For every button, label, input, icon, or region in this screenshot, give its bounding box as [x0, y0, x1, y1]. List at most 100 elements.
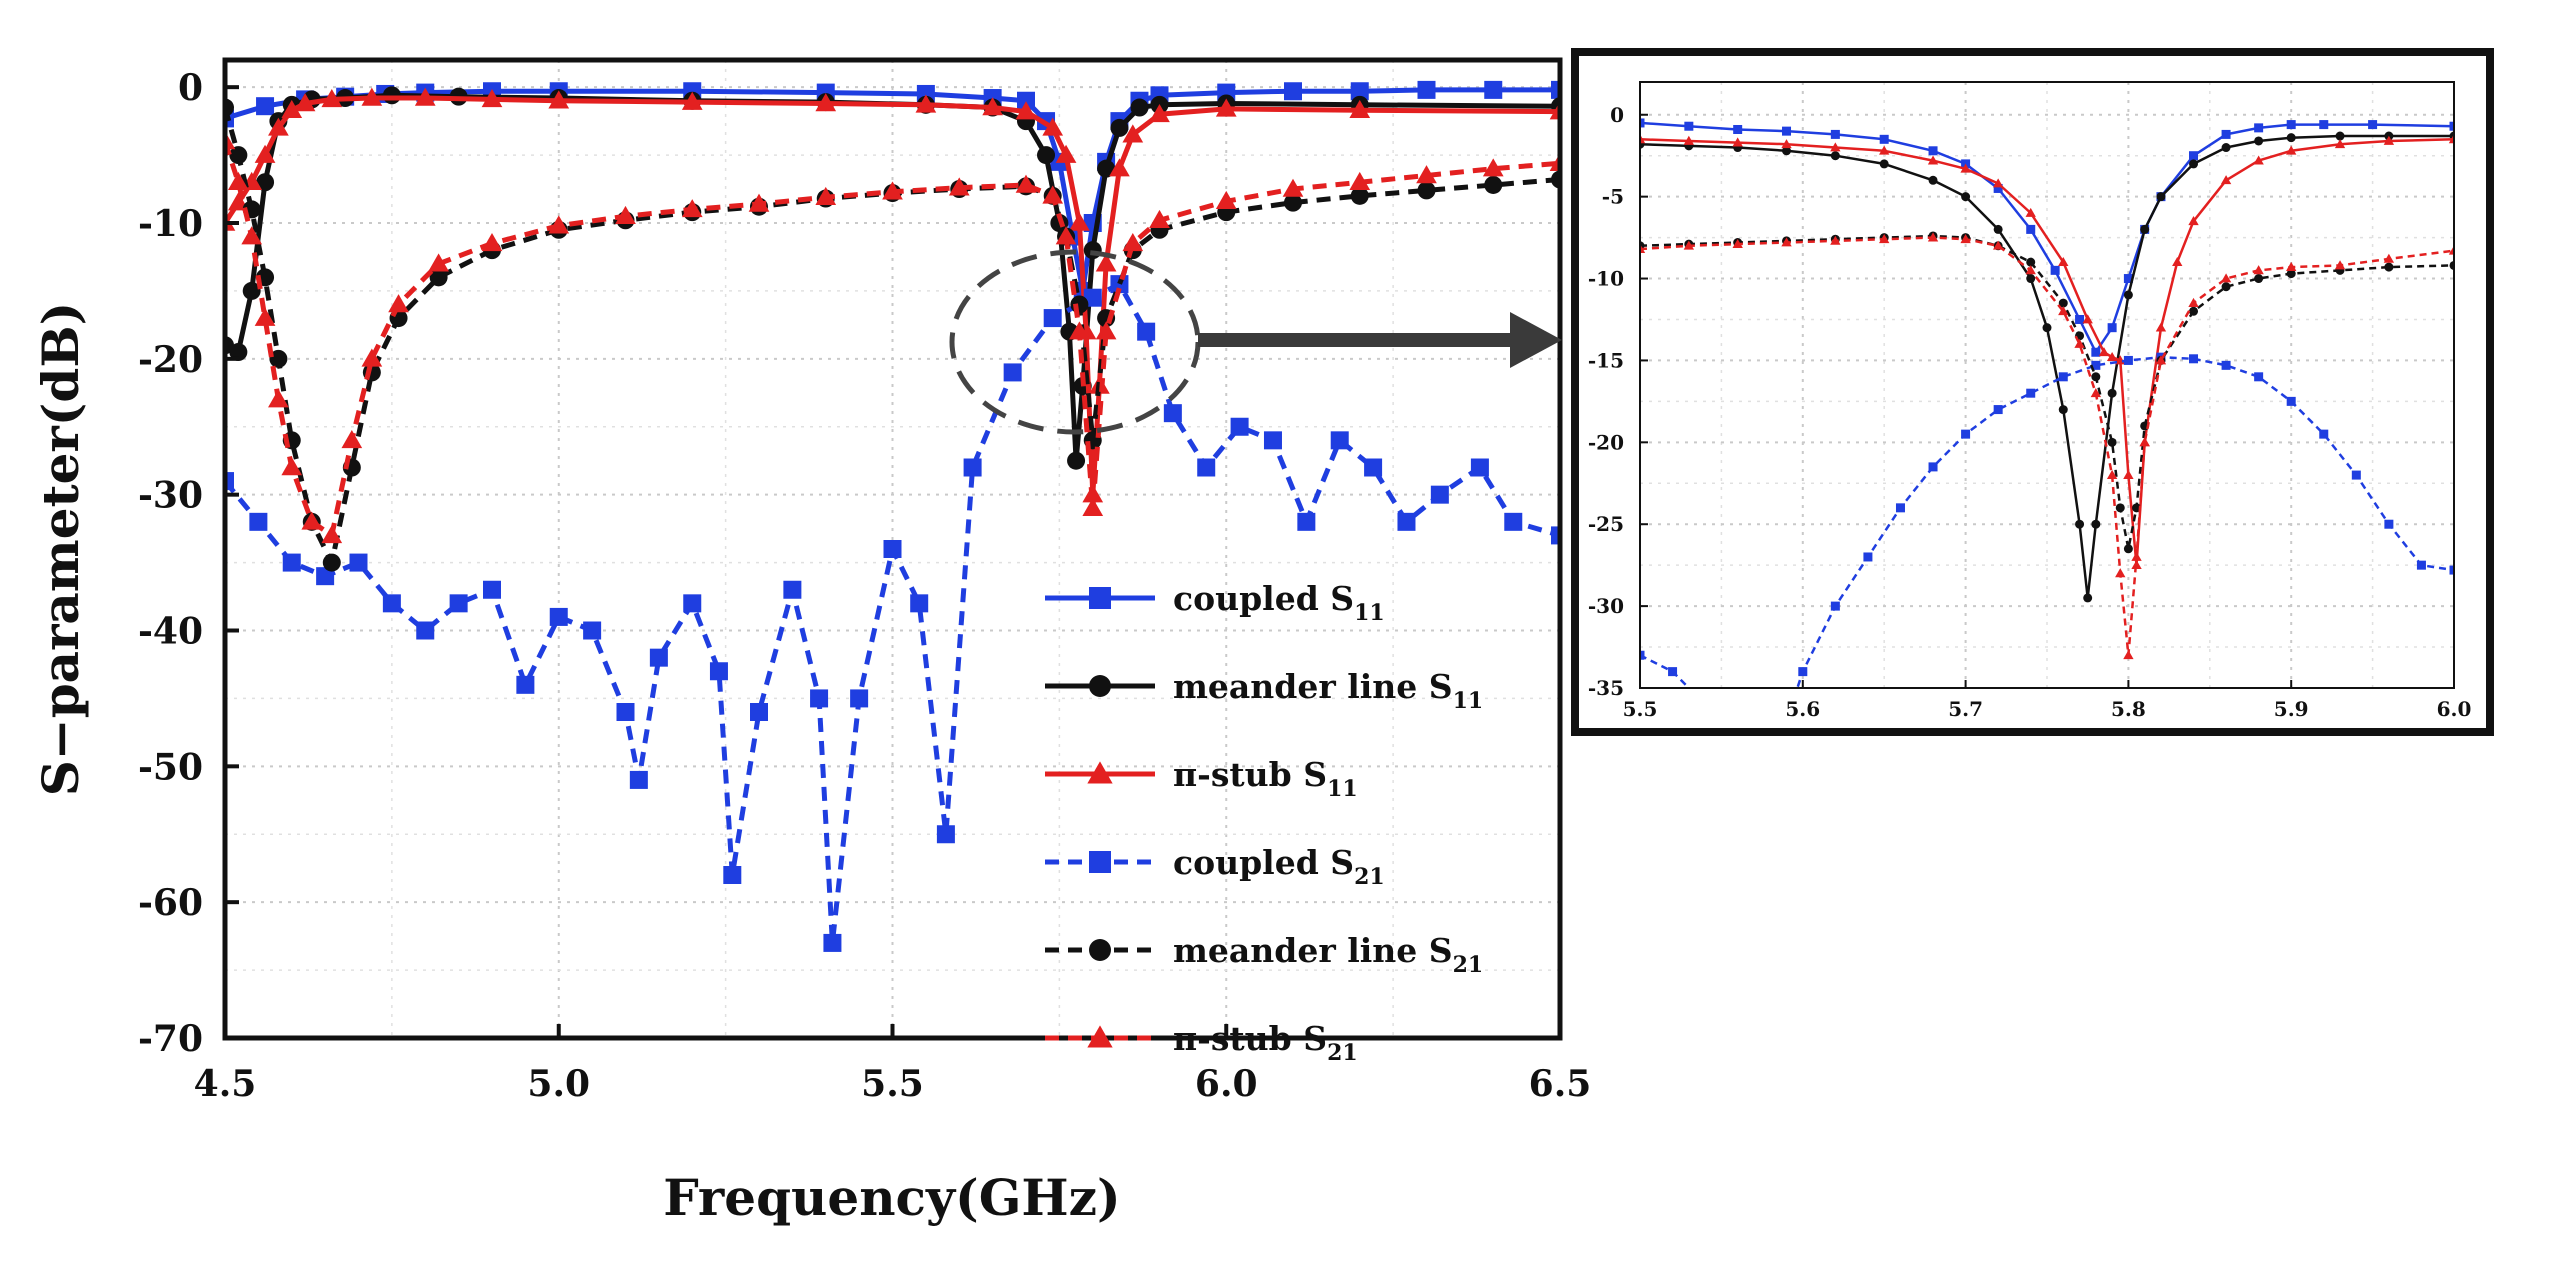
main-point-coupled-s21-38 — [1364, 458, 1383, 477]
inset-point-stub-s21-12 — [2090, 388, 2102, 398]
inset-point-coupled-s21-18 — [2221, 360, 2231, 370]
main-point-stub-s21-20 — [1015, 174, 1037, 193]
main-point-stub-s21-25 — [1095, 321, 1117, 340]
main-point-meander-line-s21-1 — [229, 146, 248, 165]
inset-xtick-label-5-6: 5.6 — [1785, 697, 1820, 721]
inset-point-stub-s11-13 — [2106, 351, 2118, 362]
inset-point-meander-line-s11-6 — [1928, 175, 1938, 185]
main-point-coupled-s21-7 — [449, 594, 468, 613]
main-point-stub-s21-3 — [254, 307, 276, 326]
inset-point-coupled-s21-11 — [1993, 405, 2003, 415]
main-point-coupled-s21-1 — [249, 512, 268, 531]
main-point-stub-s21-32 — [1482, 158, 1504, 177]
main-point-stub-s11-14 — [915, 94, 937, 113]
inset-point-stub-s11-20 — [2188, 216, 2199, 226]
main-point-stub-s21-10 — [388, 294, 409, 313]
main-point-stub-s11-15 — [982, 97, 1003, 116]
main-point-stub-s11-24 — [1109, 158, 1130, 177]
main-point-coupled-s21-31 — [1137, 322, 1156, 341]
inset-point-stub-s21-24 — [2383, 253, 2395, 263]
inset-point-coupled-s11-22 — [2368, 120, 2378, 130]
inset-point-coupled-s11-5 — [1879, 134, 1889, 144]
main-point-stub-s11-16 — [1015, 101, 1037, 120]
main-point-coupled-s11-1 — [256, 97, 275, 116]
main-point-stub-s21-2 — [241, 226, 263, 245]
main-point-stub-s21-9 — [361, 348, 383, 367]
inset-point-stub-s11-0 — [1640, 134, 1646, 144]
inset-point-meander-line-s11-23 — [2335, 131, 2345, 141]
legend-marker-stub-s11 — [1087, 761, 1113, 784]
inset-point-stub-s11-9 — [2025, 207, 2036, 217]
main-point-coupled-s21-11 — [583, 621, 602, 640]
inset-point-stub-s21-6 — [1927, 232, 1939, 242]
inset-point-stub-s21-8 — [1992, 240, 2004, 250]
inset-point-coupled-s11-17 — [2189, 151, 2199, 161]
main-ytick-label-40: -40 — [138, 611, 203, 653]
inset-point-stub-s21-22 — [2286, 261, 2297, 271]
inset-point-stub-s21-19 — [2188, 297, 2199, 307]
main-point-stub-s21-14 — [615, 205, 636, 224]
main-point-coupled-s21-5 — [382, 594, 401, 613]
x-axis-title: Frequency(GHz) — [663, 1168, 1120, 1227]
inset-ytick-label-0: 0 — [1610, 103, 1624, 127]
main-point-meander-line-s21-7 — [322, 553, 341, 572]
inset-point-stub-s11-3 — [1781, 139, 1792, 149]
main-point-stub-s21-19 — [948, 177, 970, 196]
main-point-stub-s21-18 — [882, 181, 903, 200]
main-ytick-label-10: -10 — [138, 203, 203, 245]
main-point-stub-s11-4 — [268, 117, 289, 136]
inset-point-coupled-s11-21 — [2319, 120, 2329, 130]
inset-point-stub-s11-24 — [2334, 139, 2346, 149]
inset-line-meander-line-s11 — [1640, 134, 2454, 600]
inset-point-coupled-s21-21 — [2319, 429, 2329, 439]
inset-point-stub-s21-10 — [2058, 306, 2069, 316]
inset-point-meander-line-s11-12 — [2075, 519, 2085, 529]
inset-series-stub-s21 — [1640, 232, 2454, 660]
inset-point-stub-s11-26 — [2448, 134, 2454, 144]
main-point-coupled-s21-9 — [516, 675, 535, 694]
inset-plot-frame — [1639, 81, 2455, 689]
main-point-coupled-s21-36 — [1297, 512, 1316, 531]
main-xtick-label-4-5: 4.5 — [194, 1063, 257, 1105]
inset-point-stub-s11-1 — [1683, 135, 1695, 145]
inset-series-coupled-s11 — [1640, 118, 2454, 357]
main-series-stub-s11 — [225, 87, 1560, 503]
main-point-stub-s21-4 — [268, 389, 289, 408]
main-point-stub-s11-18 — [1055, 144, 1077, 163]
inset-point-stub-s11-8 — [1992, 178, 2004, 188]
inset-point-stub-s21-21 — [2253, 265, 2264, 275]
main-point-coupled-s21-8 — [483, 580, 501, 599]
main-point-coupled-s21-2 — [282, 553, 301, 572]
main-point-stub-s11-29 — [1549, 101, 1560, 120]
inset-point-coupled-s21-1 — [1668, 667, 1678, 677]
main-ytick-label-0: 0 — [178, 67, 203, 109]
inset-point-coupled-s11-4 — [1830, 129, 1840, 139]
inset-point-stub-s21-18 — [2155, 355, 2167, 365]
main-series-group — [225, 80, 1560, 952]
inset-line-stub-s21 — [1640, 236, 2454, 657]
inset-point-meander-line-s21-10 — [2058, 298, 2068, 308]
main-point-meander-line-s11-3 — [256, 173, 275, 192]
main-point-coupled-s21-32 — [1163, 404, 1182, 423]
inset-point-meander-line-s21-25 — [2449, 260, 2454, 270]
inset-point-meander-line-s11-18 — [2156, 192, 2166, 202]
main-point-meander-line-s21-4 — [269, 349, 288, 368]
main-point-meander-line-s11-8 — [382, 86, 401, 105]
inset-point-coupled-s11-3 — [1782, 126, 1792, 136]
main-point-stub-s21-24 — [1082, 497, 1104, 517]
main-point-stub-s11-27 — [1215, 98, 1237, 117]
inset-point-stub-s11-16 — [2131, 559, 2142, 570]
inset-point-coupled-s11-13 — [2107, 323, 2117, 333]
main-point-stub-s21-12 — [481, 233, 503, 252]
inset-point-stub-s21-13 — [2106, 469, 2118, 479]
main-point-stub-s21-6 — [301, 511, 323, 530]
main-point-meander-line-s21-11 — [429, 268, 448, 287]
main-point-stub-s11-17 — [1042, 117, 1064, 136]
main-point-coupled-s11-26 — [1484, 80, 1503, 99]
inset-point-meander-line-s21-12 — [2091, 372, 2101, 382]
inset-xtick-label-5-8: 5.8 — [2111, 697, 2146, 721]
inset-point-coupled-s11-11 — [2075, 314, 2085, 324]
inset-point-stub-s21-7 — [1960, 234, 1971, 244]
main-point-coupled-s21-24 — [910, 594, 929, 613]
inset-xtick-label-5-5: 5.5 — [1623, 697, 1658, 721]
